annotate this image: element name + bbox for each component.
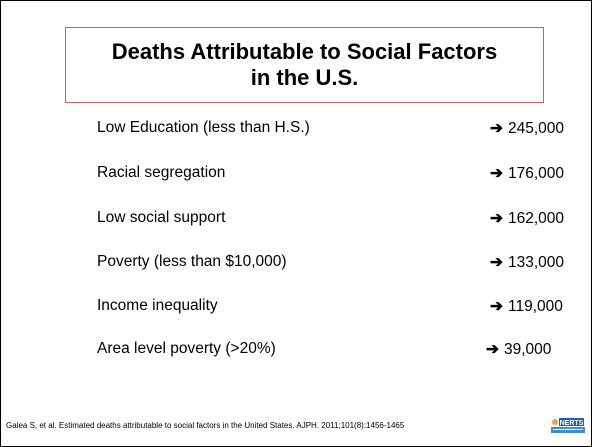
factor-label: Racial segregation <box>97 164 226 181</box>
death-count: ➔ 119,000 <box>490 297 563 316</box>
slide-title: Deaths Attributable to Social Factors in… <box>112 39 497 91</box>
list-item: Poverty (less than $10,000) ➔ 133,000 <box>97 253 564 273</box>
factor-label: Low social support <box>97 209 226 226</box>
death-count: ➔ 162,000 <box>490 209 564 228</box>
death-count-value: 133,000 <box>508 254 565 271</box>
death-count: ➔ 133,000 <box>490 253 564 272</box>
death-count-value: 162,000 <box>508 210 565 227</box>
list-item: Income inequality ➔ 119,000 <box>97 297 563 317</box>
death-count-value: 245,000 <box>508 120 565 137</box>
list-item: Low Education (less than H.S.) ➔ 245,000 <box>97 119 564 139</box>
factor-label: Income inequality <box>97 297 218 314</box>
arrow-icon: ➔ <box>490 254 503 271</box>
arrow-icon: ➔ <box>490 120 503 137</box>
title-line-1: Deaths Attributable to Social Factors <box>111 39 498 64</box>
death-count-value: 39,000 <box>504 341 552 358</box>
arrow-icon: ➔ <box>486 341 499 358</box>
list-item: Low social support ➔ 162,000 <box>97 209 564 229</box>
arrow-icon: ➔ <box>490 165 503 182</box>
death-count: ➔ 245,000 <box>490 119 564 138</box>
title-line-2: in the U.S. <box>250 65 359 90</box>
svg-text:NERTS: NERTS <box>560 420 584 427</box>
arrow-icon: ➔ <box>490 210 503 227</box>
death-count-value: 176,000 <box>508 165 565 182</box>
factor-label: Low Education (less than H.S.) <box>97 119 310 136</box>
organization-logo-icon: NERTS <box>551 418 585 433</box>
citation: Galea S, et al. Estimated deaths attribu… <box>6 421 405 430</box>
arrow-icon: ➔ <box>490 298 503 315</box>
list-item: Area level poverty (>20%) ➔ 39,000 <box>97 340 551 360</box>
title-box: Deaths Attributable to Social Factors in… <box>65 27 544 103</box>
list-item: Racial segregation ➔ 176,000 <box>97 164 564 184</box>
death-count-value: 119,000 <box>508 298 563 315</box>
factor-label: Poverty (less than $10,000) <box>97 253 287 270</box>
death-count: ➔ 39,000 <box>486 340 551 359</box>
factor-label: Area level poverty (>20%) <box>97 340 276 357</box>
death-count: ➔ 176,000 <box>490 164 564 183</box>
